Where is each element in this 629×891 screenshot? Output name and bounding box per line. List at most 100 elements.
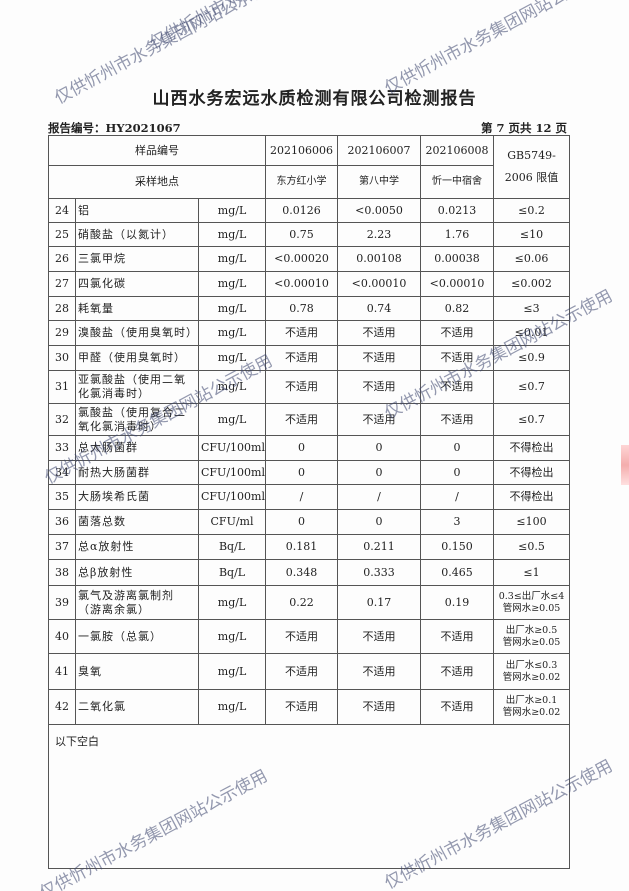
value: 不适用: [265, 403, 339, 436]
unit: CFU/ml: [197, 509, 267, 535]
row-number: 25: [48, 222, 76, 247]
limit: 不得检出: [493, 435, 571, 461]
unit: mg/L: [197, 653, 267, 690]
footer-note: 以下空白: [47, 724, 571, 869]
row-number: 39: [48, 585, 76, 620]
site: 东方红小学: [265, 165, 339, 199]
unit: mg/L: [197, 689, 267, 725]
limit-line: 管网水≥0.05: [502, 602, 561, 614]
item-name: 总β放射性: [75, 559, 199, 586]
row-number: 24: [48, 198, 76, 223]
unit: mg/L: [197, 296, 267, 321]
unit: CFU/100ml: [197, 435, 267, 461]
value: 不适用: [265, 345, 339, 371]
row-number: 30: [48, 345, 76, 371]
item-name: 臭氧: [75, 653, 199, 690]
value: 1.76: [420, 222, 495, 247]
limit: ≤10: [493, 222, 571, 247]
value: 0.17: [337, 585, 422, 620]
value: 不适用: [420, 320, 495, 346]
limit: ≤0.9: [493, 345, 571, 371]
unit: CFU/100ml: [197, 484, 267, 510]
value: 0.465: [420, 559, 495, 586]
value: 不适用: [420, 653, 495, 690]
table-row: 38 总β放射性 Bq/L 0.348 0.333 0.465 ≤1: [48, 559, 571, 586]
value: /: [420, 484, 495, 510]
item-name: 亚氯酸盐（使用二氧化氯消毒时）: [75, 370, 199, 404]
limit-line: 管网水≥0.02: [502, 671, 561, 683]
item-name: 铝: [75, 198, 199, 223]
unit: mg/L: [197, 585, 267, 620]
row-number: 36: [48, 509, 76, 535]
unit: mg/L: [197, 320, 267, 346]
unit: mg/L: [197, 403, 267, 436]
value: 不适用: [337, 619, 422, 654]
limit: 出厂水≥0.1 管网水≥0.02: [493, 689, 571, 725]
table-row: 30 甲醛（使用臭氧时） mg/L 不适用 不适用 不适用 ≤0.9: [48, 345, 571, 371]
unit: mg/L: [197, 271, 267, 297]
value: 0.19: [420, 585, 495, 620]
value: 0.00038: [420, 246, 495, 272]
item-name: 氯气及游离氯制剂（游离余氯）: [75, 585, 199, 620]
value: 0.150: [420, 534, 495, 560]
value: 不适用: [337, 345, 422, 371]
value: 不适用: [420, 345, 495, 371]
value: 0.211: [337, 534, 422, 560]
item-name: 甲醛（使用臭氧时）: [75, 345, 199, 371]
value: 不适用: [265, 320, 339, 346]
table-row: 25 硝酸盐（以氮计） mg/L 0.75 2.23 1.76 ≤10: [48, 222, 571, 247]
site: 第八中学: [337, 165, 422, 199]
value: 0.0126: [265, 198, 339, 223]
item-name: 四氯化碳: [75, 271, 199, 297]
item-name: 菌落总数: [75, 509, 199, 535]
table-row: 41 臭氧 mg/L 不适用 不适用 不适用 出厂水≤0.3 管网水≥0.02: [48, 653, 571, 690]
table-row: 31 亚氯酸盐（使用二氧化氯消毒时） mg/L 不适用 不适用 不适用 ≤0.7: [48, 370, 571, 404]
value: 不适用: [265, 370, 339, 404]
value: 不适用: [420, 370, 495, 404]
table-row: 39 氯气及游离氯制剂（游离余氯） mg/L 0.22 0.17 0.19 0.3≤出厂水≤…: [48, 585, 571, 620]
item-name: 硝酸盐（以氮计）: [75, 222, 199, 247]
unit: mg/L: [197, 345, 267, 371]
value: 不适用: [265, 619, 339, 654]
row-number: 26: [48, 246, 76, 272]
limit-line: 0.3≤出厂水≤4: [498, 590, 565, 602]
blank-row: 以下空白: [47, 724, 571, 869]
value: 0.82: [420, 296, 495, 321]
item-name: 总α放射性: [75, 534, 199, 560]
table-row: 35 大肠埃希氏菌 CFU/100ml / / / 不得检出: [48, 484, 571, 510]
table-row: 40 一氯胺（总氯） mg/L 不适用 不适用 不适用 出厂水≥0.5 管网水≥0.05: [48, 619, 571, 654]
limit-line: 出厂水≥0.5: [505, 624, 558, 636]
row-number: 28: [48, 296, 76, 321]
unit: CFU/100ml: [197, 460, 267, 485]
value: 0.181: [265, 534, 339, 560]
item-name: 二氧化氯: [75, 689, 199, 725]
limit: 不得检出: [493, 460, 571, 485]
value: 不适用: [420, 619, 495, 654]
item-name: 耗氧量: [75, 296, 199, 321]
limit: 不得检出: [493, 484, 571, 510]
table-row: 33 总大肠菌群 CFU/100ml 0 0 0 不得检出: [48, 435, 571, 461]
sample-no: 202106007: [337, 135, 422, 166]
value: 不适用: [337, 320, 422, 346]
item-name: 氯酸盐（使用复合二氧化氯消毒时）: [75, 403, 199, 436]
header-row-sample-no: 样品编号 202106006 202106007 202106008 GB574…: [47, 135, 571, 199]
value: 不适用: [265, 689, 339, 725]
limit: ≤1: [493, 559, 571, 586]
value: 0: [265, 460, 339, 485]
row-number: 27: [48, 271, 76, 297]
value: 不适用: [420, 403, 495, 436]
limit: 0.3≤出厂水≤4 管网水≥0.05: [493, 585, 571, 620]
value: 0: [420, 460, 495, 485]
site-label: 采样地点: [47, 165, 267, 199]
header-row-site: 采样地点 东方红小学 第八中学 忻一中宿舍: [47, 165, 570, 199]
watermark: 仅供忻州市水务集团网站公示使用: [144, 0, 381, 54]
item-name: 三氯甲烷: [75, 246, 199, 272]
value: 0.75: [265, 222, 339, 247]
limit: 出厂水≤0.3 管网水≥0.02: [493, 653, 571, 690]
sample-no: 202106006: [265, 135, 339, 166]
table-row: 28 耗氧量 mg/L 0.78 0.74 0.82 ≤3: [48, 296, 571, 321]
value: 0.00108: [337, 246, 422, 272]
unit: mg/L: [197, 370, 267, 404]
value: 0: [337, 509, 422, 535]
